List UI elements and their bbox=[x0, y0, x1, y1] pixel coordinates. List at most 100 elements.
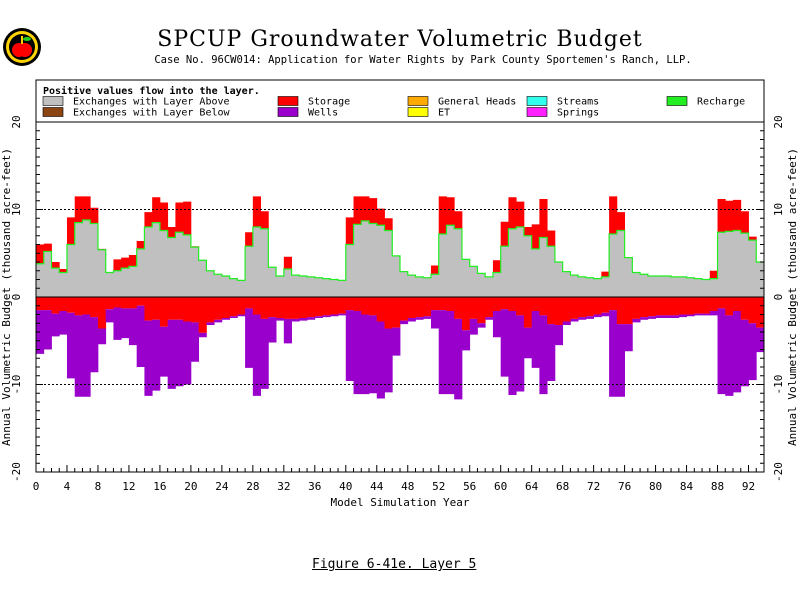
bar-storage_out-year-67 bbox=[554, 297, 564, 325]
bar-above-year-10 bbox=[113, 270, 122, 297]
bar-storage_out-year-41 bbox=[353, 297, 362, 311]
y-tick-label-right: 20 bbox=[772, 115, 785, 128]
bar-above-year-65 bbox=[539, 237, 548, 297]
bar-wells-year-3 bbox=[59, 311, 68, 335]
bar-storage_out-year-90 bbox=[733, 297, 742, 311]
bar-wells-year-7 bbox=[90, 317, 99, 373]
bar-above-year-8 bbox=[97, 249, 107, 297]
bar-above-year-50 bbox=[423, 277, 432, 297]
x-tick-label: 4 bbox=[64, 480, 71, 493]
bar-above-year-54 bbox=[454, 228, 463, 297]
bar-above-year-79 bbox=[647, 276, 656, 297]
bar-storage_out-year-16 bbox=[159, 297, 169, 327]
bar-storage_out-year-44 bbox=[376, 297, 385, 322]
bar-storage_out-year-88 bbox=[717, 297, 726, 309]
bar-wells-year-8 bbox=[97, 328, 107, 345]
bar-storage_out-year-53 bbox=[446, 297, 455, 311]
bar-wells-year-90 bbox=[733, 311, 742, 393]
bar-above-year-86 bbox=[702, 279, 711, 297]
bar-wells-year-29 bbox=[260, 318, 269, 389]
bar-above-year-82 bbox=[671, 276, 680, 297]
bar-wells-year-65 bbox=[539, 315, 548, 395]
bar-above-year-6 bbox=[82, 220, 91, 297]
x-tick-label: 0 bbox=[33, 480, 40, 493]
bar-storage-year-18 bbox=[175, 202, 184, 233]
bar-storage_out-year-24 bbox=[221, 297, 231, 318]
bar-storage_out-year-32 bbox=[283, 297, 292, 319]
bar-above-year-4 bbox=[66, 244, 76, 297]
legend-swatch-general_heads bbox=[407, 96, 429, 106]
bar-above-year-35 bbox=[307, 276, 316, 297]
bar-wells-year-60 bbox=[500, 309, 509, 377]
bar-storage_out-year-5 bbox=[74, 297, 83, 316]
bar-storage_out-year-27 bbox=[245, 297, 254, 309]
bar-storage_out-year-42 bbox=[361, 297, 370, 315]
bar-storage_out-year-64 bbox=[531, 297, 540, 311]
bar-above-year-32 bbox=[283, 269, 292, 297]
bar-wells-year-87 bbox=[709, 311, 718, 316]
bar-above-year-87 bbox=[709, 278, 718, 297]
bar-wells-year-55 bbox=[461, 330, 471, 351]
bar-wells-year-68 bbox=[562, 321, 571, 325]
bar-above-year-81 bbox=[663, 276, 672, 297]
bar-wells-year-79 bbox=[647, 316, 656, 319]
bar-storage_out-year-6 bbox=[82, 297, 91, 315]
bar-storage_out-year-56 bbox=[469, 297, 478, 319]
bar-storage-year-12 bbox=[128, 255, 138, 267]
bar-above-year-21 bbox=[198, 260, 207, 297]
legend-label-wells: Wells bbox=[308, 108, 338, 119]
bar-storage_out-year-46 bbox=[392, 297, 401, 328]
x-tick-label: 28 bbox=[246, 480, 259, 493]
legend-label-streams: Streams bbox=[557, 97, 599, 108]
bar-storage-year-87 bbox=[709, 270, 718, 279]
bar-wells-year-54 bbox=[454, 318, 463, 400]
bar-wells-year-51 bbox=[430, 310, 440, 329]
bar-wells-year-59 bbox=[492, 311, 502, 338]
bar-above-year-9 bbox=[105, 272, 114, 297]
bar-storage-year-29 bbox=[260, 211, 269, 229]
bar-above-year-64 bbox=[531, 248, 540, 297]
bar-wells-year-2 bbox=[51, 313, 60, 337]
bar-above-year-12 bbox=[128, 266, 138, 297]
bar-storage_out-year-49 bbox=[415, 297, 424, 318]
bar-wells-year-18 bbox=[175, 319, 184, 387]
bar-above-year-31 bbox=[276, 276, 285, 297]
bar-storage_out-year-74 bbox=[609, 297, 618, 311]
bar-storage_out-year-51 bbox=[430, 297, 440, 311]
bar-above-year-63 bbox=[523, 235, 533, 297]
x-tick-label: 48 bbox=[401, 480, 414, 493]
bar-above-year-27 bbox=[245, 246, 254, 297]
bar-wells-year-78 bbox=[640, 317, 649, 320]
bar-wells-year-92 bbox=[748, 323, 757, 381]
bar-wells-year-40 bbox=[345, 310, 354, 381]
bar-wells-year-34 bbox=[299, 318, 308, 321]
bar-storage_out-year-81 bbox=[663, 297, 672, 316]
legend-box bbox=[35, 79, 765, 123]
bar-storage-year-59 bbox=[492, 260, 502, 273]
bar-storage_out-year-19 bbox=[183, 297, 192, 322]
bar-storage_out-year-86 bbox=[702, 297, 711, 314]
bar-wells-year-74 bbox=[609, 310, 618, 397]
y-tick-label-right: -20 bbox=[772, 462, 785, 482]
bar-above-year-89 bbox=[725, 231, 734, 297]
bar-wells-year-12 bbox=[128, 308, 138, 346]
bar-storage_out-year-55 bbox=[461, 297, 471, 331]
bar-wells-year-1 bbox=[43, 310, 52, 350]
bar-above-year-69 bbox=[570, 275, 579, 297]
bar-storage-year-91 bbox=[740, 211, 749, 234]
bar-wells-year-17 bbox=[167, 319, 176, 389]
bar-wells-year-85 bbox=[694, 313, 703, 316]
bar-storage_out-year-85 bbox=[694, 297, 703, 314]
bar-storage_out-year-68 bbox=[562, 297, 571, 322]
bar-above-year-70 bbox=[578, 276, 587, 297]
bar-wells-year-38 bbox=[330, 314, 339, 317]
legend-swatch-et bbox=[407, 107, 429, 117]
bar-wells-year-83 bbox=[678, 314, 687, 318]
x-tick-label: 56 bbox=[463, 480, 476, 493]
x-tick-label: 40 bbox=[339, 480, 352, 493]
bar-above-year-78 bbox=[640, 274, 649, 297]
bar-storage-year-41 bbox=[353, 196, 362, 225]
bar-storage_out-year-62 bbox=[516, 297, 525, 316]
bar-storage_out-year-50 bbox=[423, 297, 432, 317]
